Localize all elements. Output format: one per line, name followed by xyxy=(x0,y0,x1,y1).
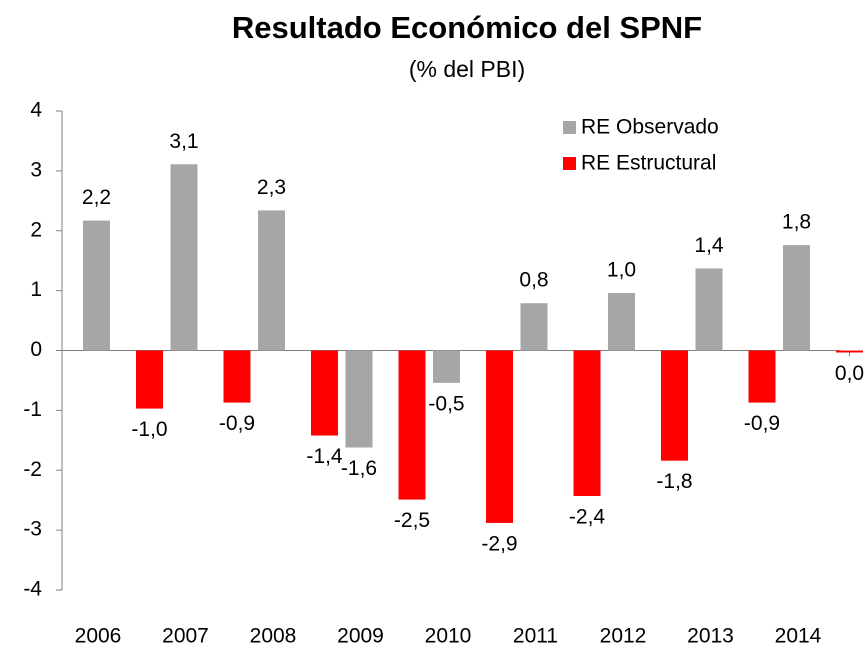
data-label: 0,0 xyxy=(835,362,864,385)
x-tick-label: 2011 xyxy=(513,625,558,648)
legend-label: RE Observado xyxy=(581,116,719,139)
data-label: -1,4 xyxy=(306,445,343,468)
bar xyxy=(748,350,776,403)
data-label: -0,9 xyxy=(219,412,255,435)
bar xyxy=(311,350,338,436)
data-label: 2,3 xyxy=(257,176,286,199)
bar xyxy=(695,268,723,351)
x-tick-label: 2014 xyxy=(775,625,822,648)
bar xyxy=(258,210,285,351)
y-tick-label: 2 xyxy=(30,218,42,241)
data-label: -0,9 xyxy=(744,412,780,435)
x-tick-label: 2009 xyxy=(337,625,384,648)
legend-swatch xyxy=(563,157,576,170)
data-label: 2,2 xyxy=(82,186,111,209)
data-label: 1,0 xyxy=(607,259,636,282)
y-tick-label: 4 xyxy=(30,99,42,122)
y-tick-label: -2 xyxy=(23,458,42,481)
data-label: -2,4 xyxy=(569,506,606,529)
data-label: 0,8 xyxy=(519,269,548,292)
chart-title: Resultado Económico del SPNF xyxy=(232,10,702,45)
bar xyxy=(836,350,863,353)
bar xyxy=(223,350,251,403)
y-tick-label: 1 xyxy=(30,278,42,301)
y-tick-label: -1 xyxy=(23,398,42,421)
data-label: 1,8 xyxy=(782,211,811,234)
y-tick-label: 3 xyxy=(30,158,42,181)
bar xyxy=(136,350,163,409)
x-tick-label: 2010 xyxy=(425,625,472,648)
y-tick-label: -4 xyxy=(23,578,42,601)
x-tick-label: 2007 xyxy=(162,625,209,648)
x-tick-label: 2013 xyxy=(687,625,734,648)
bar xyxy=(433,350,460,383)
data-label: -1,0 xyxy=(131,418,167,441)
legend-swatch xyxy=(563,121,576,134)
chart-subtitle: (% del PBI) xyxy=(409,56,525,82)
y-tick-label: 0 xyxy=(30,338,42,361)
bar xyxy=(398,350,426,500)
x-tick-label: 2006 xyxy=(75,625,122,648)
bar xyxy=(345,350,373,448)
data-label: 1,4 xyxy=(694,234,724,257)
bar xyxy=(170,164,198,351)
data-label: -1,6 xyxy=(341,457,377,480)
bar xyxy=(573,350,601,496)
legend-label: RE Estructural xyxy=(581,152,716,175)
bar xyxy=(783,245,810,351)
data-label: 3,1 xyxy=(169,130,198,153)
bar xyxy=(486,350,513,523)
x-tick-label: 2008 xyxy=(250,625,297,648)
y-tick-label: -3 xyxy=(23,518,42,541)
bar xyxy=(661,350,688,461)
data-label: -2,5 xyxy=(394,509,430,532)
x-tick-label: 2012 xyxy=(600,625,647,648)
bar xyxy=(83,220,110,351)
data-label: -1,8 xyxy=(656,470,692,493)
data-label: -2,9 xyxy=(481,532,517,555)
data-label: -0,5 xyxy=(428,392,464,415)
bar xyxy=(520,303,548,351)
bar xyxy=(608,293,635,351)
